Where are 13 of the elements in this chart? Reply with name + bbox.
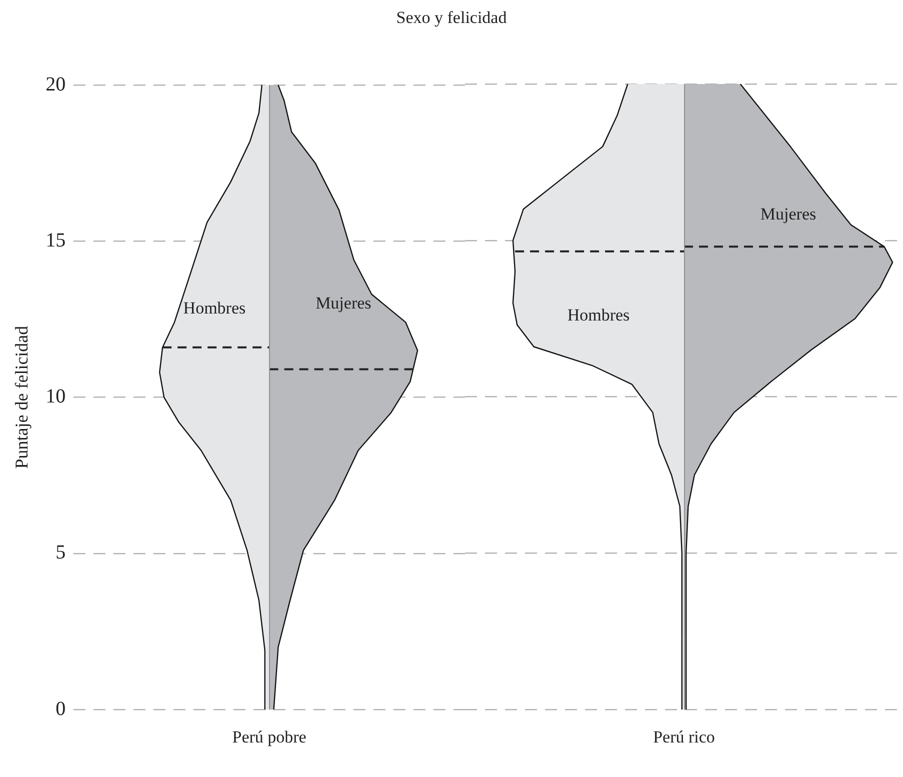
y-tick-label: 5 bbox=[56, 542, 66, 564]
series-label: Mujeres bbox=[760, 204, 816, 224]
series-label: Hombres bbox=[567, 305, 630, 324]
series-label: Mujeres bbox=[316, 293, 372, 312]
x-axis-title: Perú pobre bbox=[232, 727, 306, 746]
y-tick-label: 0 bbox=[56, 698, 66, 720]
y-tick-label: 20 bbox=[46, 73, 66, 96]
y-tick-label: 10 bbox=[46, 386, 66, 408]
x-axis-title: Perú rico bbox=[653, 727, 715, 746]
series-label: Hombres bbox=[183, 298, 246, 318]
y-tick-label: 15 bbox=[46, 229, 66, 252]
y-axis-title: Puntaje de felicidad bbox=[12, 326, 32, 469]
chart-title: Sexo y felicidad bbox=[395, 8, 508, 28]
